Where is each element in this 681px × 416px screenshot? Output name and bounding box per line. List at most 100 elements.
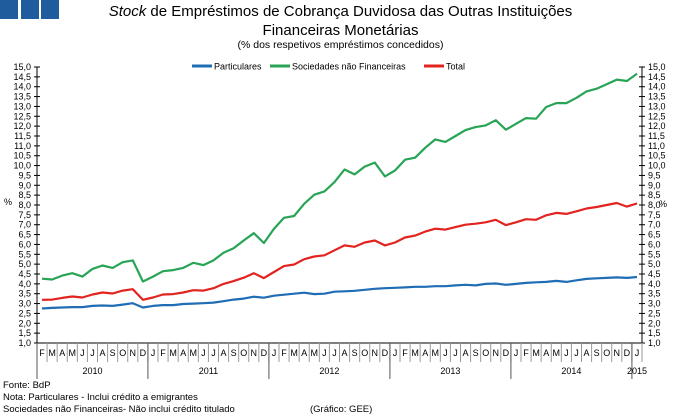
x-month-label: M [532,348,540,358]
chart-title-line2: Financeiras Monetárias [262,22,419,39]
x-month-label: A [180,348,186,358]
y-tick-label-left: 13,5 [13,92,31,102]
y-tick-label-left: 8,0 [18,200,31,210]
y-tick-label-right: 7,5 [648,210,661,220]
y-tick-label-left: 6,0 [18,239,31,249]
x-month-label: J [514,348,519,358]
y-tick-label-right: 2,0 [648,318,661,328]
x-month-label: F [39,348,45,358]
x-month-label: J [443,348,448,358]
x-month-label: J [80,348,85,358]
x-month-label: S [594,348,600,358]
x-month-label: O [361,348,368,358]
title-italic: Stock [108,3,147,20]
x-month-label: F [402,348,408,358]
y-tick-label-right: 5,5 [648,249,661,259]
y-tick-label-right: 11,5 [648,131,665,141]
x-month-label: M [69,348,77,358]
y-tick-label-left: 14,0 [13,82,31,92]
y-tick-label-left: 9,0 [18,180,31,190]
title-rest: de Empréstimos de Cobrança Duvidosa das … [146,3,573,20]
x-month-label: A [100,348,106,358]
x-month-label: F [523,348,529,358]
y-tick-label-left: 3,5 [18,289,31,299]
x-month-label: O [119,348,126,358]
x-month-label: F [160,348,166,358]
y-axis-label-right: % [659,199,667,209]
y-tick-label-right: 8,0 [648,200,661,210]
y-tick-label-left: 4,0 [18,279,31,289]
axes: 1,0 1,01,5 1,52,0 2,02,5 2,53,0 3,03,5 3,54,0 4… [4,62,667,379]
y-tick-label-left: 8,5 [18,190,31,200]
y-tick-label-right: 9,5 [648,170,661,180]
x-month-label: A [342,348,348,358]
y-tick-label-left: 2,0 [18,318,31,328]
y-tick-label-left: 3,0 [18,299,31,309]
y-tick-label-left: 10,5 [13,151,31,161]
y-tick-label-right: 1,5 [648,328,661,338]
x-month-label: O [240,348,247,358]
x-month-label: J [635,348,640,358]
y-tick-label-left: 12,5 [13,111,31,121]
x-month-label: A [301,348,307,358]
y-tick-label-right: 14,0 [648,82,666,92]
x-month-label: J [272,348,277,358]
x-month-label: J [574,348,579,358]
x-month-label: S [110,348,116,358]
x-month-label: J [322,348,327,358]
y-tick-label-left: 15,0 [13,62,31,72]
y-tick-label-right: 13,0 [648,101,666,111]
y-tick-label-right: 13,5 [648,92,666,102]
x-month-label: D [140,348,147,358]
y-tick-label-left: 10,0 [13,161,31,171]
y-tick-label-left: 11,5 [14,131,31,141]
x-month-label: M [553,348,561,358]
chart-credit: (Gráfico: GEE) [310,404,373,415]
x-month-label: J [453,348,458,358]
y-tick-label-right: 5,0 [648,259,661,269]
y-tick-label-right: 11,0 [648,141,665,151]
y-tick-label-left: 7,0 [18,220,31,230]
series-lines [41,72,638,310]
legend-label: Sociedades não Financeiras [292,62,406,72]
source-note: Fonte: BdP [3,380,51,391]
x-month-label: J [90,348,95,358]
y-axis-label-left: % [4,197,12,207]
x-month-label: M [432,348,440,358]
y-tick-label-left: 1,0 [18,338,31,348]
logo-square-icon [21,0,39,19]
x-month-label: A [543,348,549,358]
x-year-label: 2014 [561,366,581,376]
x-month-label: N [251,348,258,358]
y-tick-label-left: 14,5 [13,72,31,82]
x-month-label: N [372,348,379,358]
x-month-label: D [503,348,510,358]
x-month-label: M [290,348,298,358]
y-tick-label-right: 2,5 [648,308,661,318]
x-month-label: J [201,348,206,358]
y-tick-label-right: 4,5 [648,269,661,279]
x-month-label: D [382,348,389,358]
x-month-label: A [584,348,590,358]
x-year-label: 2015 [627,366,647,376]
series-line-particulares [41,275,638,310]
y-tick-label-left: 9,5 [18,170,31,180]
x-month-label: N [130,348,137,358]
y-tick-label-right: 6,5 [648,230,661,240]
x-month-label: A [422,348,428,358]
y-tick-label-right: 12,5 [648,111,666,121]
x-year-label: 2010 [82,366,102,376]
x-year-label: 2011 [199,366,218,376]
y-tick-label-left: 2,5 [18,308,31,318]
footnote-particulares: Nota: Particulares - Inclui crédito a em… [3,392,198,403]
x-month-label: N [614,348,621,358]
x-month-label: M [311,348,319,358]
y-tick-label-right: 10,0 [648,161,666,171]
y-tick-label-left: 13,0 [13,101,31,111]
x-year-label: 2013 [440,366,460,376]
y-tick-label-right: 8,5 [648,190,661,200]
series-line-sociedades-n-o-financeiras [41,72,638,283]
y-tick-label-right: 14,5 [648,72,666,82]
